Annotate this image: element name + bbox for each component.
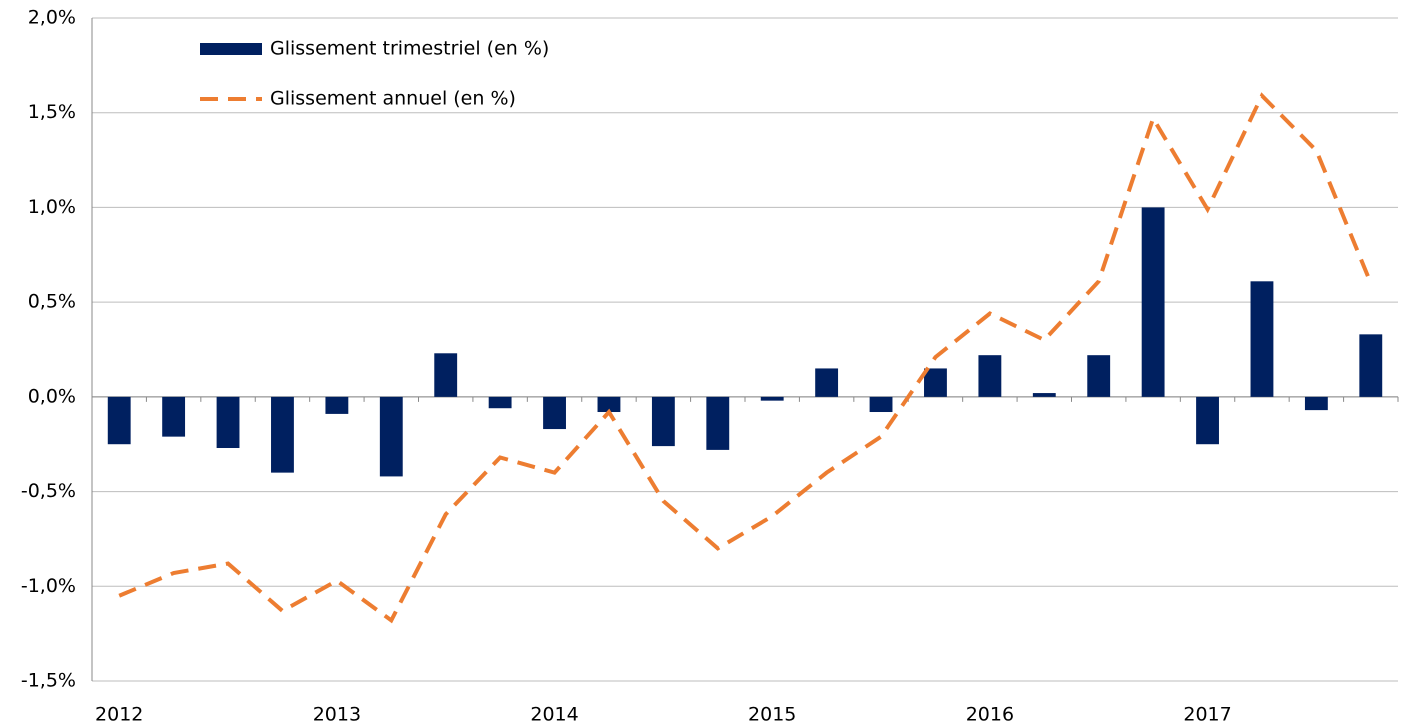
bar bbox=[1304, 396, 1328, 411]
y-tick-label: -1,0% bbox=[21, 575, 76, 597]
bar bbox=[924, 368, 947, 397]
y-tick-label: -0,5% bbox=[21, 480, 76, 502]
bar bbox=[107, 396, 131, 445]
bar bbox=[434, 353, 458, 397]
legend-label: Glissement annuel (en %) bbox=[270, 88, 516, 110]
legend-swatch bbox=[200, 43, 262, 55]
line bbox=[118, 92, 1373, 624]
y-tick-label: 0,0% bbox=[28, 385, 76, 407]
x-tick-label: 2013 bbox=[313, 704, 361, 725]
y-tick-label: 0,5% bbox=[28, 291, 76, 313]
bar bbox=[488, 396, 512, 409]
x-tick-label: 2015 bbox=[748, 704, 796, 725]
bar bbox=[651, 396, 675, 447]
bar bbox=[1032, 393, 1056, 397]
bar bbox=[815, 368, 839, 397]
y-tick-label: 1,0% bbox=[28, 196, 76, 218]
bar bbox=[1196, 396, 1219, 445]
bar bbox=[978, 355, 1002, 397]
bar bbox=[1087, 355, 1111, 397]
bar bbox=[760, 396, 784, 401]
bar bbox=[1141, 207, 1165, 397]
legend-label: Glissement trimestriel (en %) bbox=[270, 38, 549, 60]
bar bbox=[543, 396, 566, 430]
x-tick-label: 2014 bbox=[530, 704, 578, 725]
x-tick-label: 2017 bbox=[1183, 704, 1231, 725]
bar bbox=[706, 396, 730, 450]
bar bbox=[162, 396, 186, 437]
y-tick-label: 2,0% bbox=[28, 7, 76, 29]
bar bbox=[1359, 334, 1383, 397]
y-tick-label: 1,5% bbox=[28, 101, 76, 123]
y-tick-label: -1,5% bbox=[21, 670, 76, 692]
bar bbox=[271, 396, 294, 473]
x-tick-label: 2012 bbox=[95, 704, 143, 725]
bar bbox=[379, 396, 403, 477]
bar bbox=[325, 396, 349, 414]
bar bbox=[869, 396, 893, 413]
x-tick-label: 2016 bbox=[966, 704, 1014, 725]
bar bbox=[597, 396, 621, 413]
bar bbox=[216, 396, 240, 449]
bar bbox=[1250, 281, 1274, 397]
